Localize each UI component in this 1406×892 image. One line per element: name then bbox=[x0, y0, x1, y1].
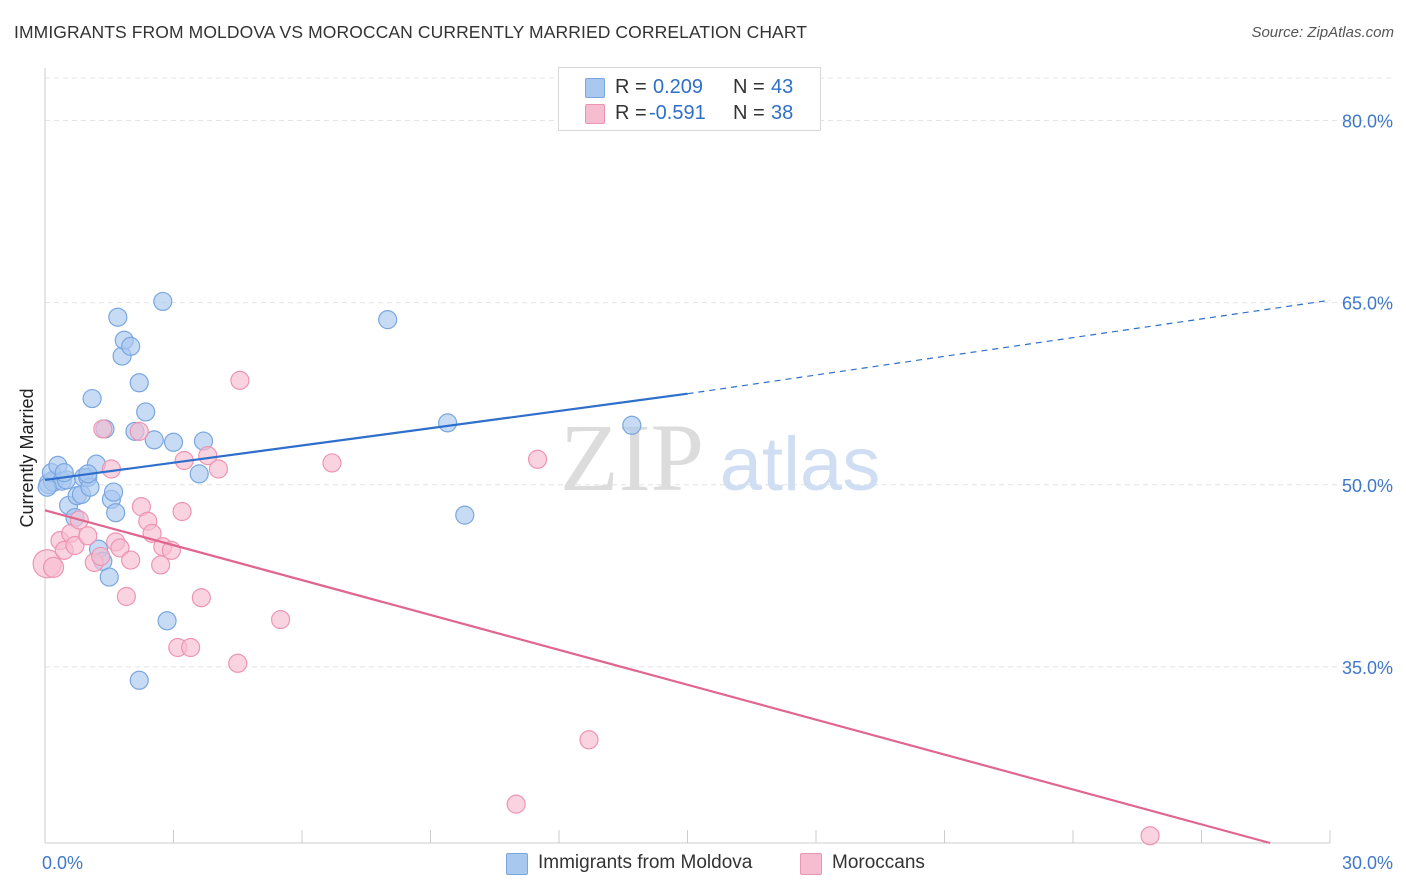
legend-n-value-moroccans: 38 bbox=[771, 102, 794, 124]
legend-n-label: N = bbox=[733, 102, 765, 124]
point-moroccans bbox=[579, 730, 599, 750]
point-moldova bbox=[157, 611, 177, 631]
point-moldova bbox=[129, 373, 149, 393]
point-moldova bbox=[103, 482, 124, 502]
data-points bbox=[32, 291, 1160, 846]
legend-r-label: R = bbox=[615, 76, 647, 98]
point-moldova bbox=[99, 567, 119, 587]
point-moroccans bbox=[270, 609, 291, 630]
legend-r-value-moroccans: -0.591 bbox=[649, 102, 706, 124]
x-tick-label: 30.0% bbox=[1342, 853, 1393, 873]
point-moroccans bbox=[172, 501, 192, 522]
trend-lines bbox=[44, 299, 1331, 845]
bottom-legend-swatch-moroccans bbox=[800, 853, 822, 875]
watermark-atlas: atlas bbox=[720, 422, 881, 507]
point-moroccans bbox=[506, 794, 526, 814]
point-moldova bbox=[82, 388, 102, 409]
legend-n-value-moldova: 43 bbox=[771, 76, 794, 98]
point-moroccans bbox=[110, 538, 130, 558]
point-moroccans bbox=[198, 446, 218, 466]
y-tick-label: 80.0% bbox=[1342, 112, 1393, 132]
grid bbox=[45, 77, 1392, 668]
watermark: ZIP atlas bbox=[560, 404, 880, 511]
bottom-legend-swatch-moldova bbox=[506, 853, 528, 875]
point-moldova bbox=[108, 307, 128, 327]
axes bbox=[44, 68, 1331, 844]
trend-line-moroccans bbox=[44, 509, 1271, 845]
point-moldova bbox=[378, 310, 398, 330]
point-moroccans bbox=[527, 449, 548, 469]
legend-swatch-moroccans bbox=[585, 104, 605, 124]
point-moldova bbox=[455, 505, 475, 525]
point-moroccans bbox=[1140, 826, 1160, 846]
point-moroccans bbox=[208, 459, 229, 479]
legend-swatch-moldova bbox=[585, 78, 605, 98]
point-moroccans bbox=[65, 535, 85, 556]
point-moroccans bbox=[101, 459, 121, 479]
bottom-legend-label-moroccans: Moroccans bbox=[832, 852, 925, 873]
point-moroccans bbox=[191, 588, 211, 608]
point-moldova bbox=[189, 464, 209, 484]
point-moroccans bbox=[91, 546, 111, 567]
y-tick-label: 65.0% bbox=[1342, 294, 1393, 314]
point-moroccans bbox=[78, 526, 98, 546]
point-moroccans bbox=[228, 653, 248, 673]
x-tick-label: 0.0% bbox=[42, 853, 83, 873]
point-moroccans bbox=[322, 453, 342, 473]
tick-labels: 35.0% 50.0% 65.0% 80.0% 0.0% 30.0% Currently M… bbox=[17, 112, 1393, 874]
trend-line-moldova-extension bbox=[687, 299, 1331, 395]
point-moroccans bbox=[42, 556, 65, 578]
point-moroccans bbox=[181, 637, 201, 658]
y-tick-label: 50.0% bbox=[1342, 476, 1393, 496]
point-moldova bbox=[136, 402, 156, 422]
trend-line-moldova bbox=[44, 392, 688, 482]
bottom-legend-moroccans: Moroccans bbox=[800, 851, 960, 877]
source-label: Source: ZipAtlas.com bbox=[1251, 24, 1394, 41]
point-moldova bbox=[144, 430, 164, 450]
point-moroccans bbox=[121, 550, 141, 570]
point-moldova bbox=[37, 477, 57, 497]
point-moldova bbox=[153, 291, 173, 312]
point-moroccans bbox=[230, 370, 250, 390]
legend-n-label: N = bbox=[733, 76, 765, 98]
bottom-legend-label-moldova: Immigrants from Moldova bbox=[538, 852, 753, 873]
point-moldova bbox=[622, 415, 642, 435]
point-moldova bbox=[438, 413, 458, 433]
point-moldova bbox=[121, 336, 141, 356]
y-tick-label: 35.0% bbox=[1342, 658, 1393, 678]
legend-r-label: R = bbox=[615, 102, 647, 124]
point-moldova bbox=[129, 670, 149, 690]
chart-title: IMMIGRANTS FROM MOLDOVA VS MOROCCAN CURR… bbox=[14, 22, 808, 42]
point-moroccans bbox=[93, 419, 113, 439]
point-moldova bbox=[163, 432, 184, 452]
y-axis-label: Currently Married bbox=[17, 388, 37, 527]
point-moldova bbox=[106, 503, 126, 523]
point-moroccans bbox=[129, 421, 149, 441]
point-moroccans bbox=[116, 586, 136, 607]
legend-r-value-moldova: 0.209 bbox=[653, 76, 704, 98]
legend: R = 0.209 N = 43 R = -0.591 N = 38 bbox=[558, 67, 821, 131]
bottom-legend-moldova: Immigrants from Moldova bbox=[506, 851, 776, 877]
